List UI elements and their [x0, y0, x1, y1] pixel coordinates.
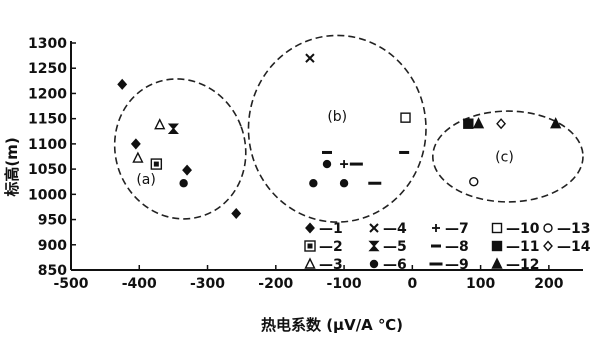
data-point [132, 151, 144, 163]
x-tick-label: 0 [407, 276, 417, 292]
data-point [463, 118, 474, 129]
legend-marker [304, 257, 316, 269]
legend-label: —5 [383, 239, 407, 255]
data-point [399, 150, 410, 154]
data-point [472, 117, 485, 129]
legend-marker [491, 222, 503, 234]
y-tick-label: 900 [38, 238, 67, 254]
data-point [179, 179, 188, 188]
y-tick-label: 950 [38, 213, 67, 229]
legend-marker [305, 222, 315, 234]
data-point [496, 118, 507, 130]
legend-label: —1 [319, 221, 343, 237]
y-tick-label: 1200 [28, 86, 67, 102]
data-point [339, 179, 349, 188]
legend-marker [491, 240, 503, 252]
y-tick-label: 1300 [28, 36, 67, 52]
axes: -500 -400 -300 -200 -100 0 100 200 850 900 950 1000… [28, 36, 583, 292]
data-point [182, 164, 192, 176]
x-tick-label: -300 [190, 276, 225, 292]
data-point [322, 150, 332, 154]
data-point [305, 53, 315, 63]
y-tick-label: 850 [38, 263, 67, 279]
data-point [309, 179, 318, 188]
legend-label: —7 [445, 221, 469, 237]
data-point [368, 181, 382, 185]
cluster-outline [432, 110, 584, 203]
x-axis-title: 热电系数 (μV/A ℃) [261, 316, 403, 334]
legend: —1 —2 —3 —4 —5 —6 —7 —8 —9 —10 —11 —12 —13 —14 [304, 221, 591, 273]
x-tick-label: -200 [258, 276, 293, 292]
data-point [150, 158, 163, 170]
legend-marker [368, 240, 380, 252]
data-point [322, 159, 332, 169]
cluster-label: (a) [136, 172, 156, 188]
data-point [400, 112, 411, 123]
legend-marker [429, 262, 443, 266]
legend-marker [369, 259, 379, 269]
legend-marker [491, 257, 503, 269]
data-point [117, 78, 128, 90]
data-point [154, 118, 166, 130]
data-point [349, 162, 363, 166]
cluster-outline [113, 78, 247, 220]
legend-marker [431, 244, 441, 248]
legend-marker [543, 223, 553, 233]
legend-label: —3 [319, 257, 343, 273]
legend-label: —2 [319, 239, 343, 255]
legend-marker [543, 240, 553, 252]
data-point [231, 207, 242, 220]
data-point [167, 123, 179, 134]
legend-marker [369, 223, 379, 233]
legend-label: —13 [557, 221, 590, 237]
cluster-outlines: (a) (b) (c) [113, 34, 584, 223]
y-tick-label: 1050 [28, 162, 67, 178]
y-tick-label: 1150 [28, 112, 67, 128]
data-points [117, 53, 562, 220]
data-point [340, 160, 349, 169]
legend-label: —9 [445, 257, 469, 273]
y-tick-label: 1250 [28, 61, 67, 77]
data-point [130, 138, 141, 150]
data-point [550, 117, 562, 129]
legend-marker [432, 224, 440, 232]
legend-label: —4 [383, 221, 407, 237]
legend-label: —6 [383, 257, 407, 273]
data-point [469, 177, 479, 187]
legend-label: —8 [445, 239, 469, 255]
legend-label: —14 [557, 239, 591, 255]
legend-marker [304, 240, 316, 252]
x-tick-label: 200 [534, 276, 563, 292]
cluster-outline [247, 34, 427, 223]
x-tick-label: -400 [122, 276, 157, 292]
legend-label: —12 [506, 257, 539, 273]
legend-label: —10 [506, 221, 540, 237]
y-axis-title: 标高(m) [3, 137, 21, 197]
cluster-label: (b) [327, 109, 347, 125]
x-tick-label: -100 [327, 276, 362, 292]
cluster-label: (c) [495, 150, 514, 166]
y-tick-label: 1100 [28, 137, 67, 153]
y-tick-label: 1000 [28, 187, 67, 203]
legend-label: —11 [506, 239, 539, 255]
x-tick-label: 100 [466, 276, 495, 292]
x-tick-label: -500 [53, 276, 88, 292]
